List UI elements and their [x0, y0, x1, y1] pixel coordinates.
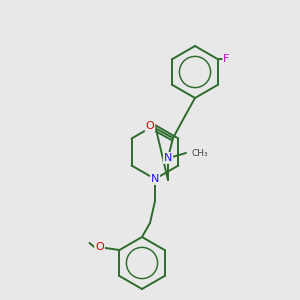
Text: N: N: [164, 153, 172, 163]
Text: N: N: [151, 174, 159, 184]
Text: CH₃: CH₃: [191, 148, 208, 158]
Text: O: O: [95, 242, 104, 252]
Text: F: F: [223, 54, 230, 64]
Text: O: O: [146, 121, 154, 131]
